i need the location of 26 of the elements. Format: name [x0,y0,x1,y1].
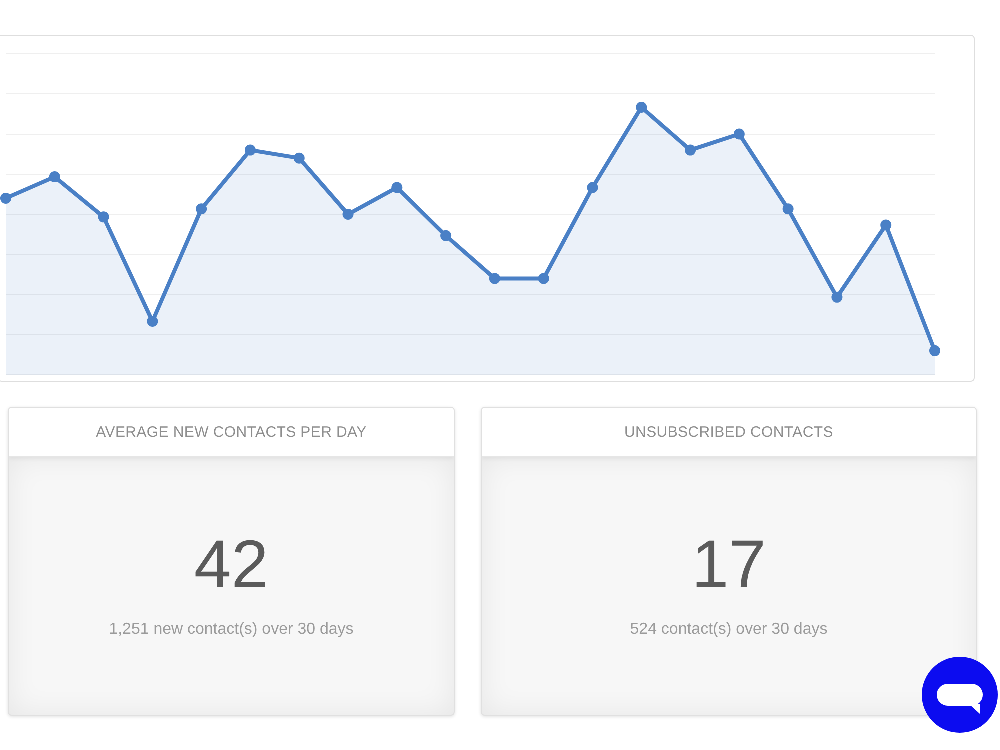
point [440,230,452,242]
point [392,182,403,194]
point [636,102,648,113]
point [244,144,256,156]
text: UNSUBSCRIBED CONTACTS [482,408,976,457]
text: 42 [193,527,270,602]
point [930,345,940,356]
point [782,204,794,215]
point [489,273,500,284]
point [538,273,550,284]
text: 1,251 new contact(s) over 30 days [108,620,355,640]
point [0,192,12,204]
text: 17 [690,527,768,602]
point [587,182,598,194]
point [832,292,843,303]
point [685,144,696,156]
point [49,172,60,183]
point [196,204,208,215]
text: 524 contact(s) over 30 days [629,620,829,640]
point [294,152,305,164]
point [880,220,892,231]
text: AVERAGE NEW CONTACTS PER DAY [9,408,454,457]
point [98,212,110,223]
point [147,316,158,327]
point [734,128,745,140]
point [342,209,354,220]
